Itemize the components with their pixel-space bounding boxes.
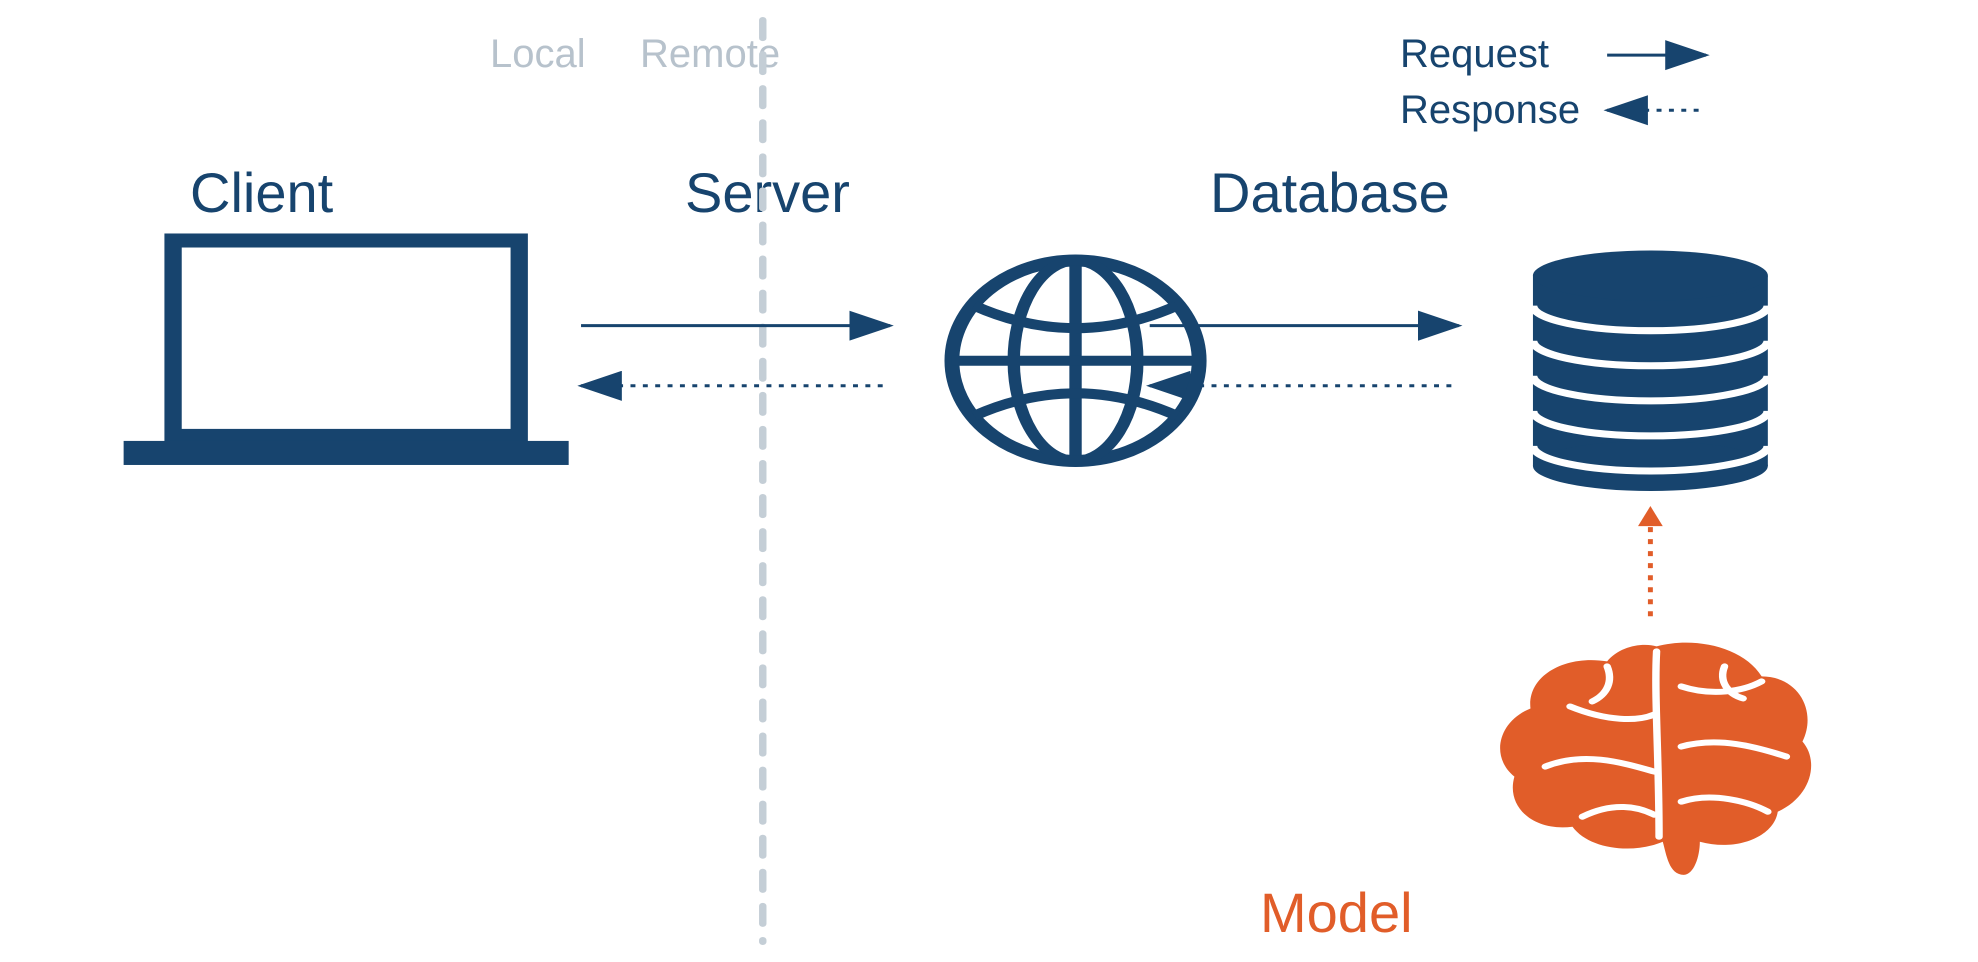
diagram-canvas [0,0,1978,962]
brain-icon [1500,643,1811,875]
database-icon [1533,251,1768,492]
laptop-icon [124,241,569,465]
globe-icon [952,261,1199,461]
arrow-model-database [1638,506,1663,616]
